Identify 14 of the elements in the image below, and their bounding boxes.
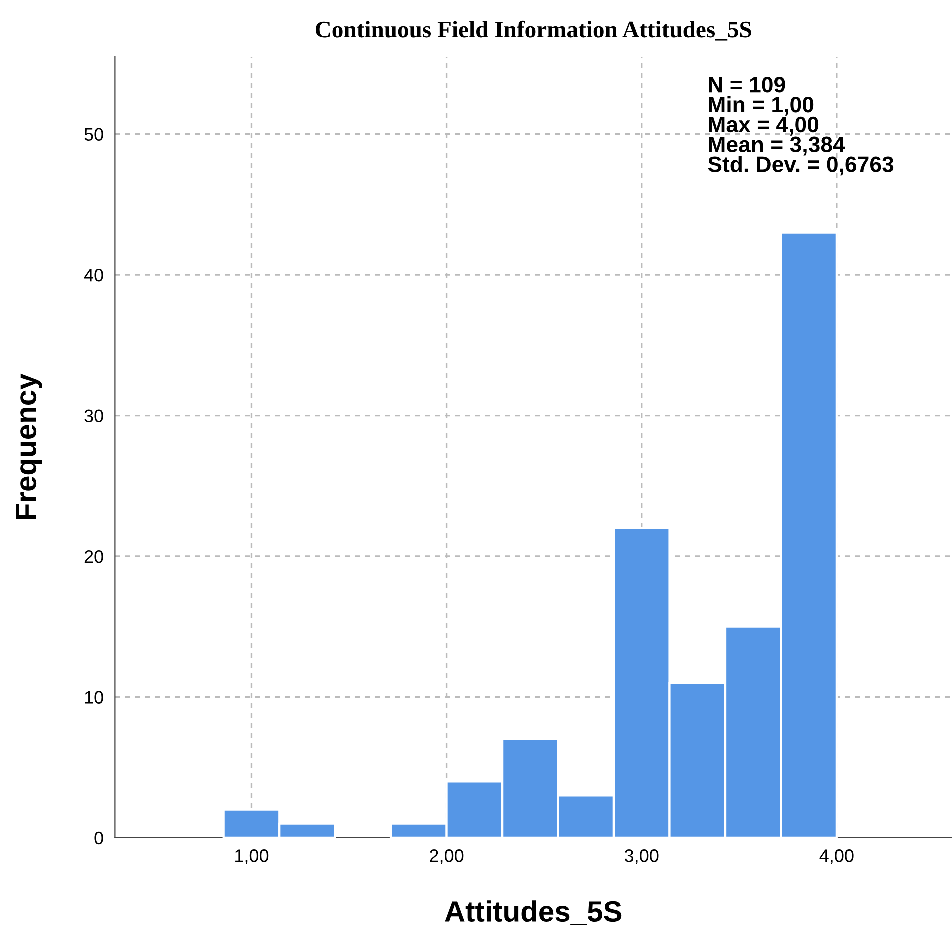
x-tick-label: 3,00	[624, 850, 659, 864]
y-tick-label: 40	[84, 269, 104, 282]
annotation: N = 109 Min = 1,00 Max = 4,00 Mean = 3,384 Std. Dev. = 0,6763	[708, 77, 894, 176]
x-tick-label: 1,00	[236, 850, 269, 864]
x-tick-label: 2,00	[430, 850, 464, 864]
x-tick-label: 4,00	[820, 850, 854, 864]
x-axis-title: Attitudes_5S	[445, 900, 622, 926]
y-tick-label: 20	[84, 550, 104, 564]
y-axis-title: Frequency	[16, 374, 42, 520]
y-tick-label: 0	[94, 832, 104, 845]
chart-title: Continuous Field Information Attitudes_5S	[316, 20, 752, 41]
y-tick-label: 10	[85, 691, 104, 704]
y-tick-label: 50	[84, 128, 104, 142]
y-tick-label: 30	[84, 410, 104, 423]
